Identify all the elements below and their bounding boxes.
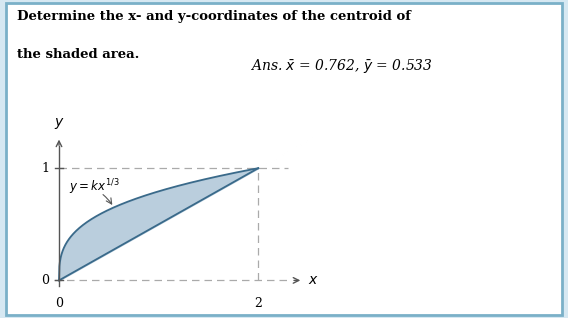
Text: 0: 0 — [41, 274, 49, 287]
Text: 0: 0 — [55, 297, 63, 310]
Text: Determine the x- and y-coordinates of the centroid of: Determine the x- and y-coordinates of th… — [17, 10, 411, 23]
Text: Ans. $\bar{x}$ = 0.762, $\bar{y}$ = 0.533: Ans. $\bar{x}$ = 0.762, $\bar{y}$ = 0.53… — [250, 57, 433, 75]
Text: $x$: $x$ — [308, 273, 319, 287]
Text: $y$: $y$ — [53, 116, 64, 131]
Text: 1: 1 — [41, 162, 49, 175]
Text: 2: 2 — [254, 297, 262, 310]
Text: the shaded area.: the shaded area. — [17, 48, 139, 61]
Text: $y = kx^{1/3}$: $y = kx^{1/3}$ — [69, 177, 119, 197]
